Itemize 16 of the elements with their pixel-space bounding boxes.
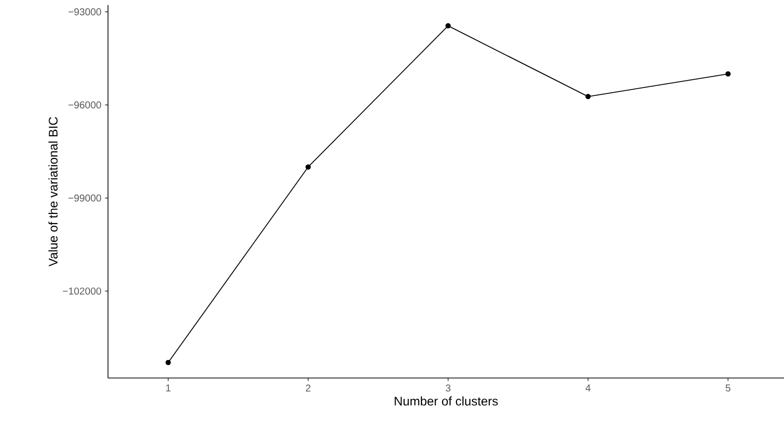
y-axis-title: Value of the variational BIC [48, 117, 58, 266]
point [306, 164, 311, 170]
x-tick-label: 1 [166, 384, 170, 392]
point [585, 94, 591, 100]
y-tick-label: −99000 [68, 194, 102, 202]
point [725, 71, 731, 77]
x-tick-label: 5 [726, 384, 730, 392]
point [166, 360, 171, 366]
x-tick-label: 4 [586, 384, 591, 392]
y-tick-label: −96000 [68, 101, 102, 108]
x-axis-title: Number of clusters [394, 396, 498, 406]
x-tick-label: 3 [446, 384, 450, 392]
x-tick-label: 2 [306, 384, 310, 392]
point [445, 23, 451, 28]
y-tick-label: −102000 [62, 288, 102, 295]
y-tick-label: −93000 [68, 8, 102, 16]
